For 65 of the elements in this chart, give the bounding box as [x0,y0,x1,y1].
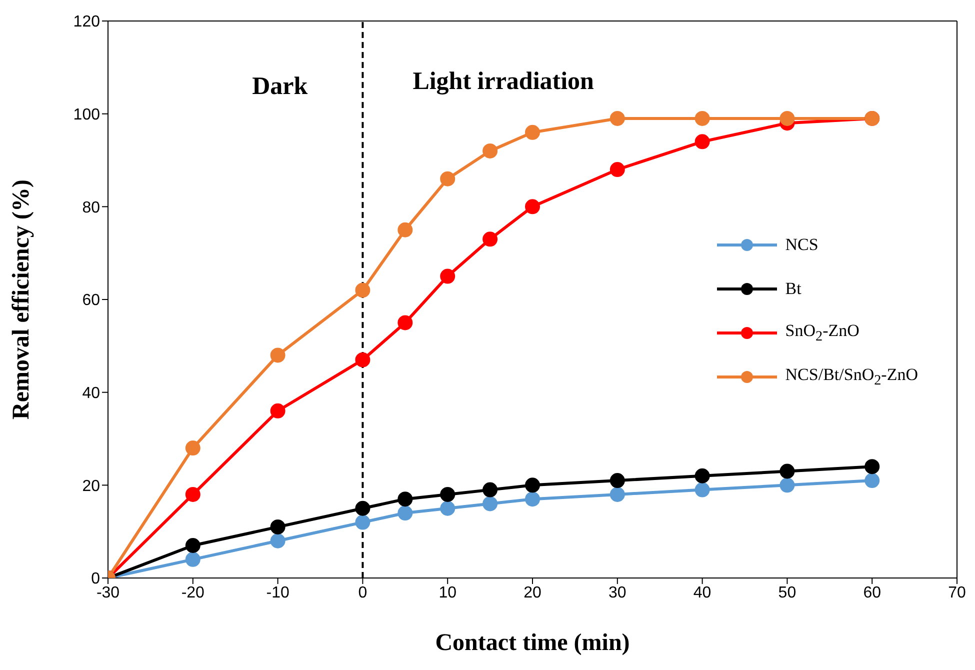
point [398,315,413,330]
point [355,352,370,368]
x-tick-label: 30 [608,584,626,602]
x-tick-label: 50 [778,584,796,602]
point [780,464,795,479]
point [398,222,413,238]
point [355,514,370,530]
point [398,506,413,521]
point [694,468,710,484]
y-tick-label: 20 [82,478,100,495]
point [482,496,498,512]
point [270,533,286,548]
point [525,478,540,493]
point [780,478,795,493]
point [355,282,370,298]
point [440,171,456,186]
annotation: Light irradiation [412,68,594,95]
point [864,459,880,474]
point [525,199,540,214]
x-axis-title: Contact time (min) [435,630,630,656]
x-tick-label: 20 [524,584,542,602]
point [525,492,540,507]
point [694,134,710,150]
point [525,124,540,140]
point [780,110,795,126]
x-tick-label: 0 [358,584,368,602]
point [185,486,200,502]
legend-label: Bt [785,279,802,299]
point [398,492,413,507]
point [610,162,625,178]
y-tick-label: 80 [82,199,100,216]
x-tick-label: 10 [438,584,457,602]
y-tick-label: 100 [73,106,100,124]
point [440,486,456,502]
point [610,110,625,126]
point [270,348,286,363]
point [482,232,498,247]
x-tick-label: -20 [181,584,205,602]
point [440,500,456,516]
point [694,482,710,498]
point [864,473,880,488]
point [355,500,370,516]
x-tick-label: -10 [266,584,290,602]
point [185,552,200,567]
point [185,440,200,456]
y-tick-label: 120 [73,14,100,31]
legend-label: NCS [785,235,818,255]
point [270,403,286,418]
legend-label: NCS/Bt/SnO$_{2}$-ZnO [785,364,918,390]
x-tick-label: 60 [863,584,882,602]
point [610,473,625,488]
point [270,519,286,534]
legend-label: SnO$_{2}$-ZnO [785,320,860,346]
y-axis-title: Removal efficiency (%) [8,180,35,420]
x-tick-label: 70 [948,584,966,602]
x-tick-label: 40 [693,584,712,602]
point [482,482,498,498]
y-tick-label: 60 [82,292,100,310]
point [610,486,625,502]
y-tick-label: 40 [82,385,100,402]
point [185,538,200,554]
point [482,143,498,158]
annotation: Dark [252,72,308,100]
point [694,110,710,126]
point [440,268,456,284]
